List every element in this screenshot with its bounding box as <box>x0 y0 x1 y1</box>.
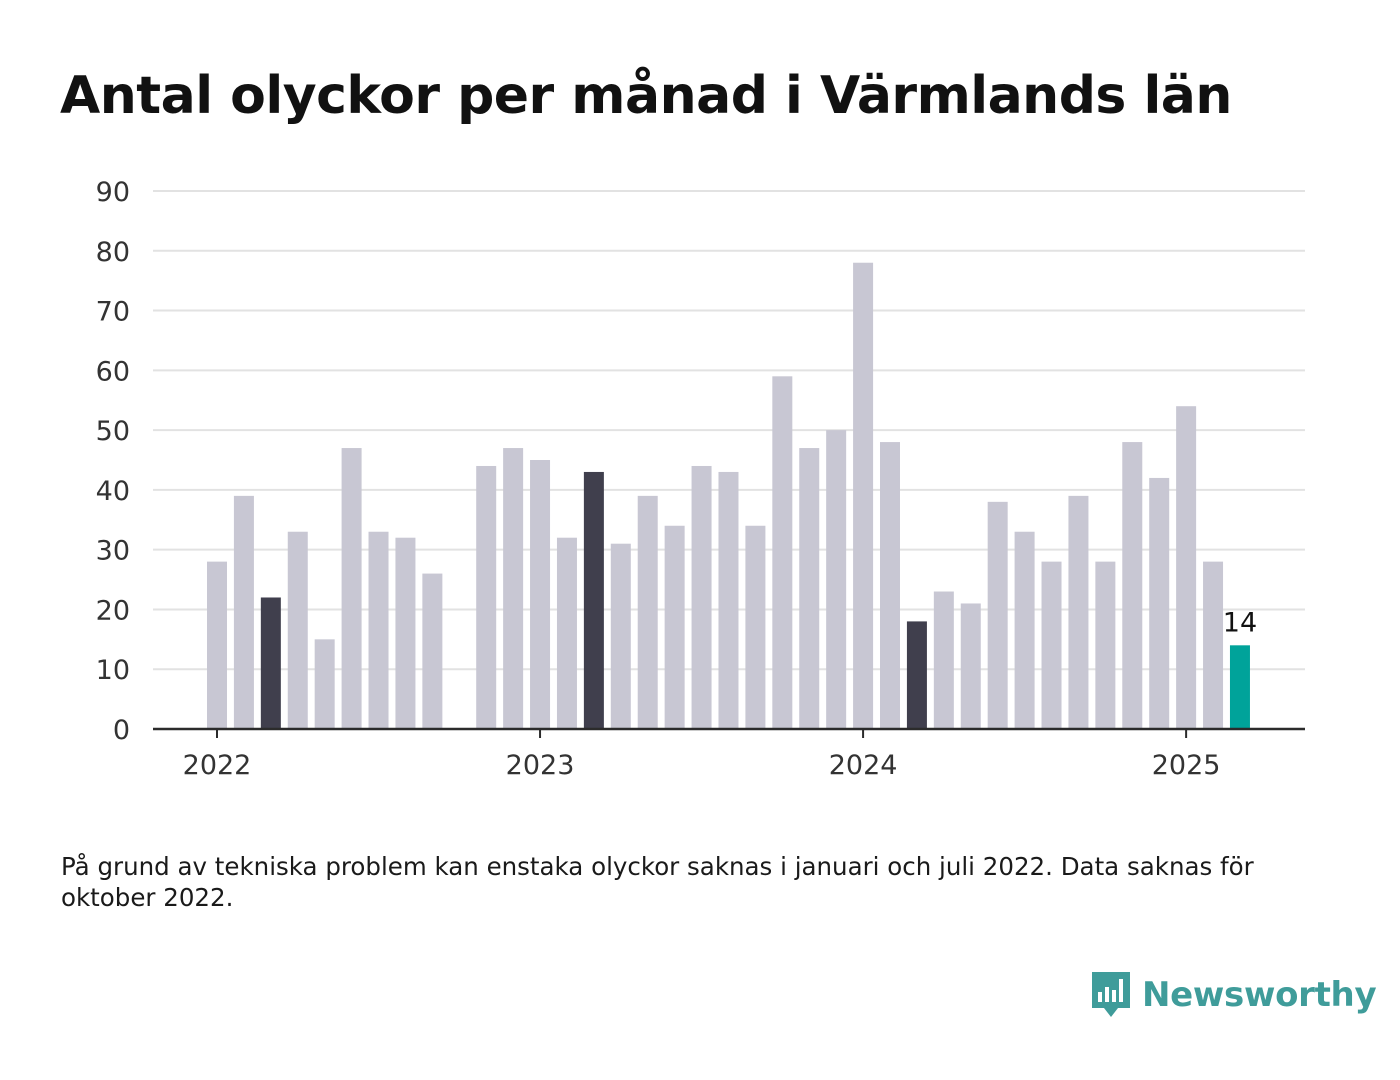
bar-2023-01 <box>530 460 551 729</box>
bar-2024-04 <box>933 591 954 729</box>
bars <box>207 262 1250 729</box>
bar-2023-05 <box>637 495 658 729</box>
bar-2023-06 <box>664 525 685 729</box>
bar-2024-03 <box>906 621 927 729</box>
bar-2024-12 <box>1149 477 1170 729</box>
y-tick-label: 30 <box>96 536 130 567</box>
x-tick-label: 2025 <box>1152 750 1221 781</box>
bar-2024-01 <box>853 262 874 729</box>
bar-2024-06 <box>987 501 1008 729</box>
brand[interactable]: Newsworthy <box>1090 970 1377 1020</box>
bar-2022-09 <box>422 573 443 729</box>
bar-2024-09 <box>1068 495 1089 729</box>
bar-2024-05 <box>960 603 981 729</box>
bar-2024-11 <box>1122 442 1143 729</box>
bar-2025-01 <box>1176 406 1197 729</box>
bar-2023-10 <box>772 376 793 729</box>
bar-2023-03 <box>583 471 604 729</box>
bar-2022-06 <box>341 448 362 729</box>
y-tick-label: 20 <box>96 595 130 626</box>
bar-2023-07 <box>691 465 712 729</box>
bar-2025-03 <box>1229 645 1250 729</box>
bar-2024-10 <box>1095 561 1116 729</box>
bar-2023-12 <box>826 430 847 729</box>
chart-title: Antal olyckor per månad i Värmlands län <box>60 66 1232 126</box>
data-labels: 14 <box>1223 607 1257 638</box>
x-tick-label: 2024 <box>829 750 898 781</box>
x-axis: 2022 2023 2024 2025 <box>153 727 1305 781</box>
bar-2023-02 <box>556 537 577 729</box>
bar-2022-11 <box>476 465 497 729</box>
bar-2022-12 <box>503 448 524 729</box>
bar-2023-11 <box>799 448 820 729</box>
bar-2025-02 <box>1203 561 1224 729</box>
bar-2024-07 <box>1014 531 1035 729</box>
brand-name: Newsworthy <box>1142 975 1377 1015</box>
data-label: 14 <box>1223 607 1257 638</box>
newsworthy-logo-icon <box>1092 972 1130 1017</box>
y-tick-label: 60 <box>96 356 130 387</box>
bar-2022-02 <box>233 495 254 729</box>
bar-2023-09 <box>745 525 766 729</box>
bar-2022-01 <box>207 561 227 729</box>
bar-2024-02 <box>880 442 900 729</box>
bar-2022-08 <box>395 537 416 729</box>
bar-2022-05 <box>314 639 335 729</box>
y-tick-label: 50 <box>96 416 130 447</box>
x-tick-label: 2023 <box>506 750 575 781</box>
footnote: På grund av tekniska problem kan enstaka… <box>61 852 1254 912</box>
y-tick-label: 40 <box>96 476 130 507</box>
bar-2022-07 <box>368 531 389 729</box>
bar-2022-04 <box>287 531 308 729</box>
y-tick-label: 80 <box>96 237 130 268</box>
bar-2023-08 <box>718 471 739 729</box>
y-tick-label: 0 <box>113 715 130 746</box>
bar-2024-08 <box>1041 561 1062 729</box>
bar-chart: 0 10 20 30 40 50 60 70 80 90 2022 2023 2024 2025 14 <box>96 177 1305 781</box>
y-tick-label: 10 <box>96 655 130 686</box>
y-tick-label: 90 <box>96 177 130 208</box>
bar-2023-04 <box>610 543 631 729</box>
y-tick-label: 70 <box>96 297 130 328</box>
x-tick-label: 2022 <box>183 750 252 781</box>
bar-2022-03 <box>260 597 281 729</box>
y-axis-ticks: 0 10 20 30 40 50 60 70 80 90 <box>96 177 130 746</box>
